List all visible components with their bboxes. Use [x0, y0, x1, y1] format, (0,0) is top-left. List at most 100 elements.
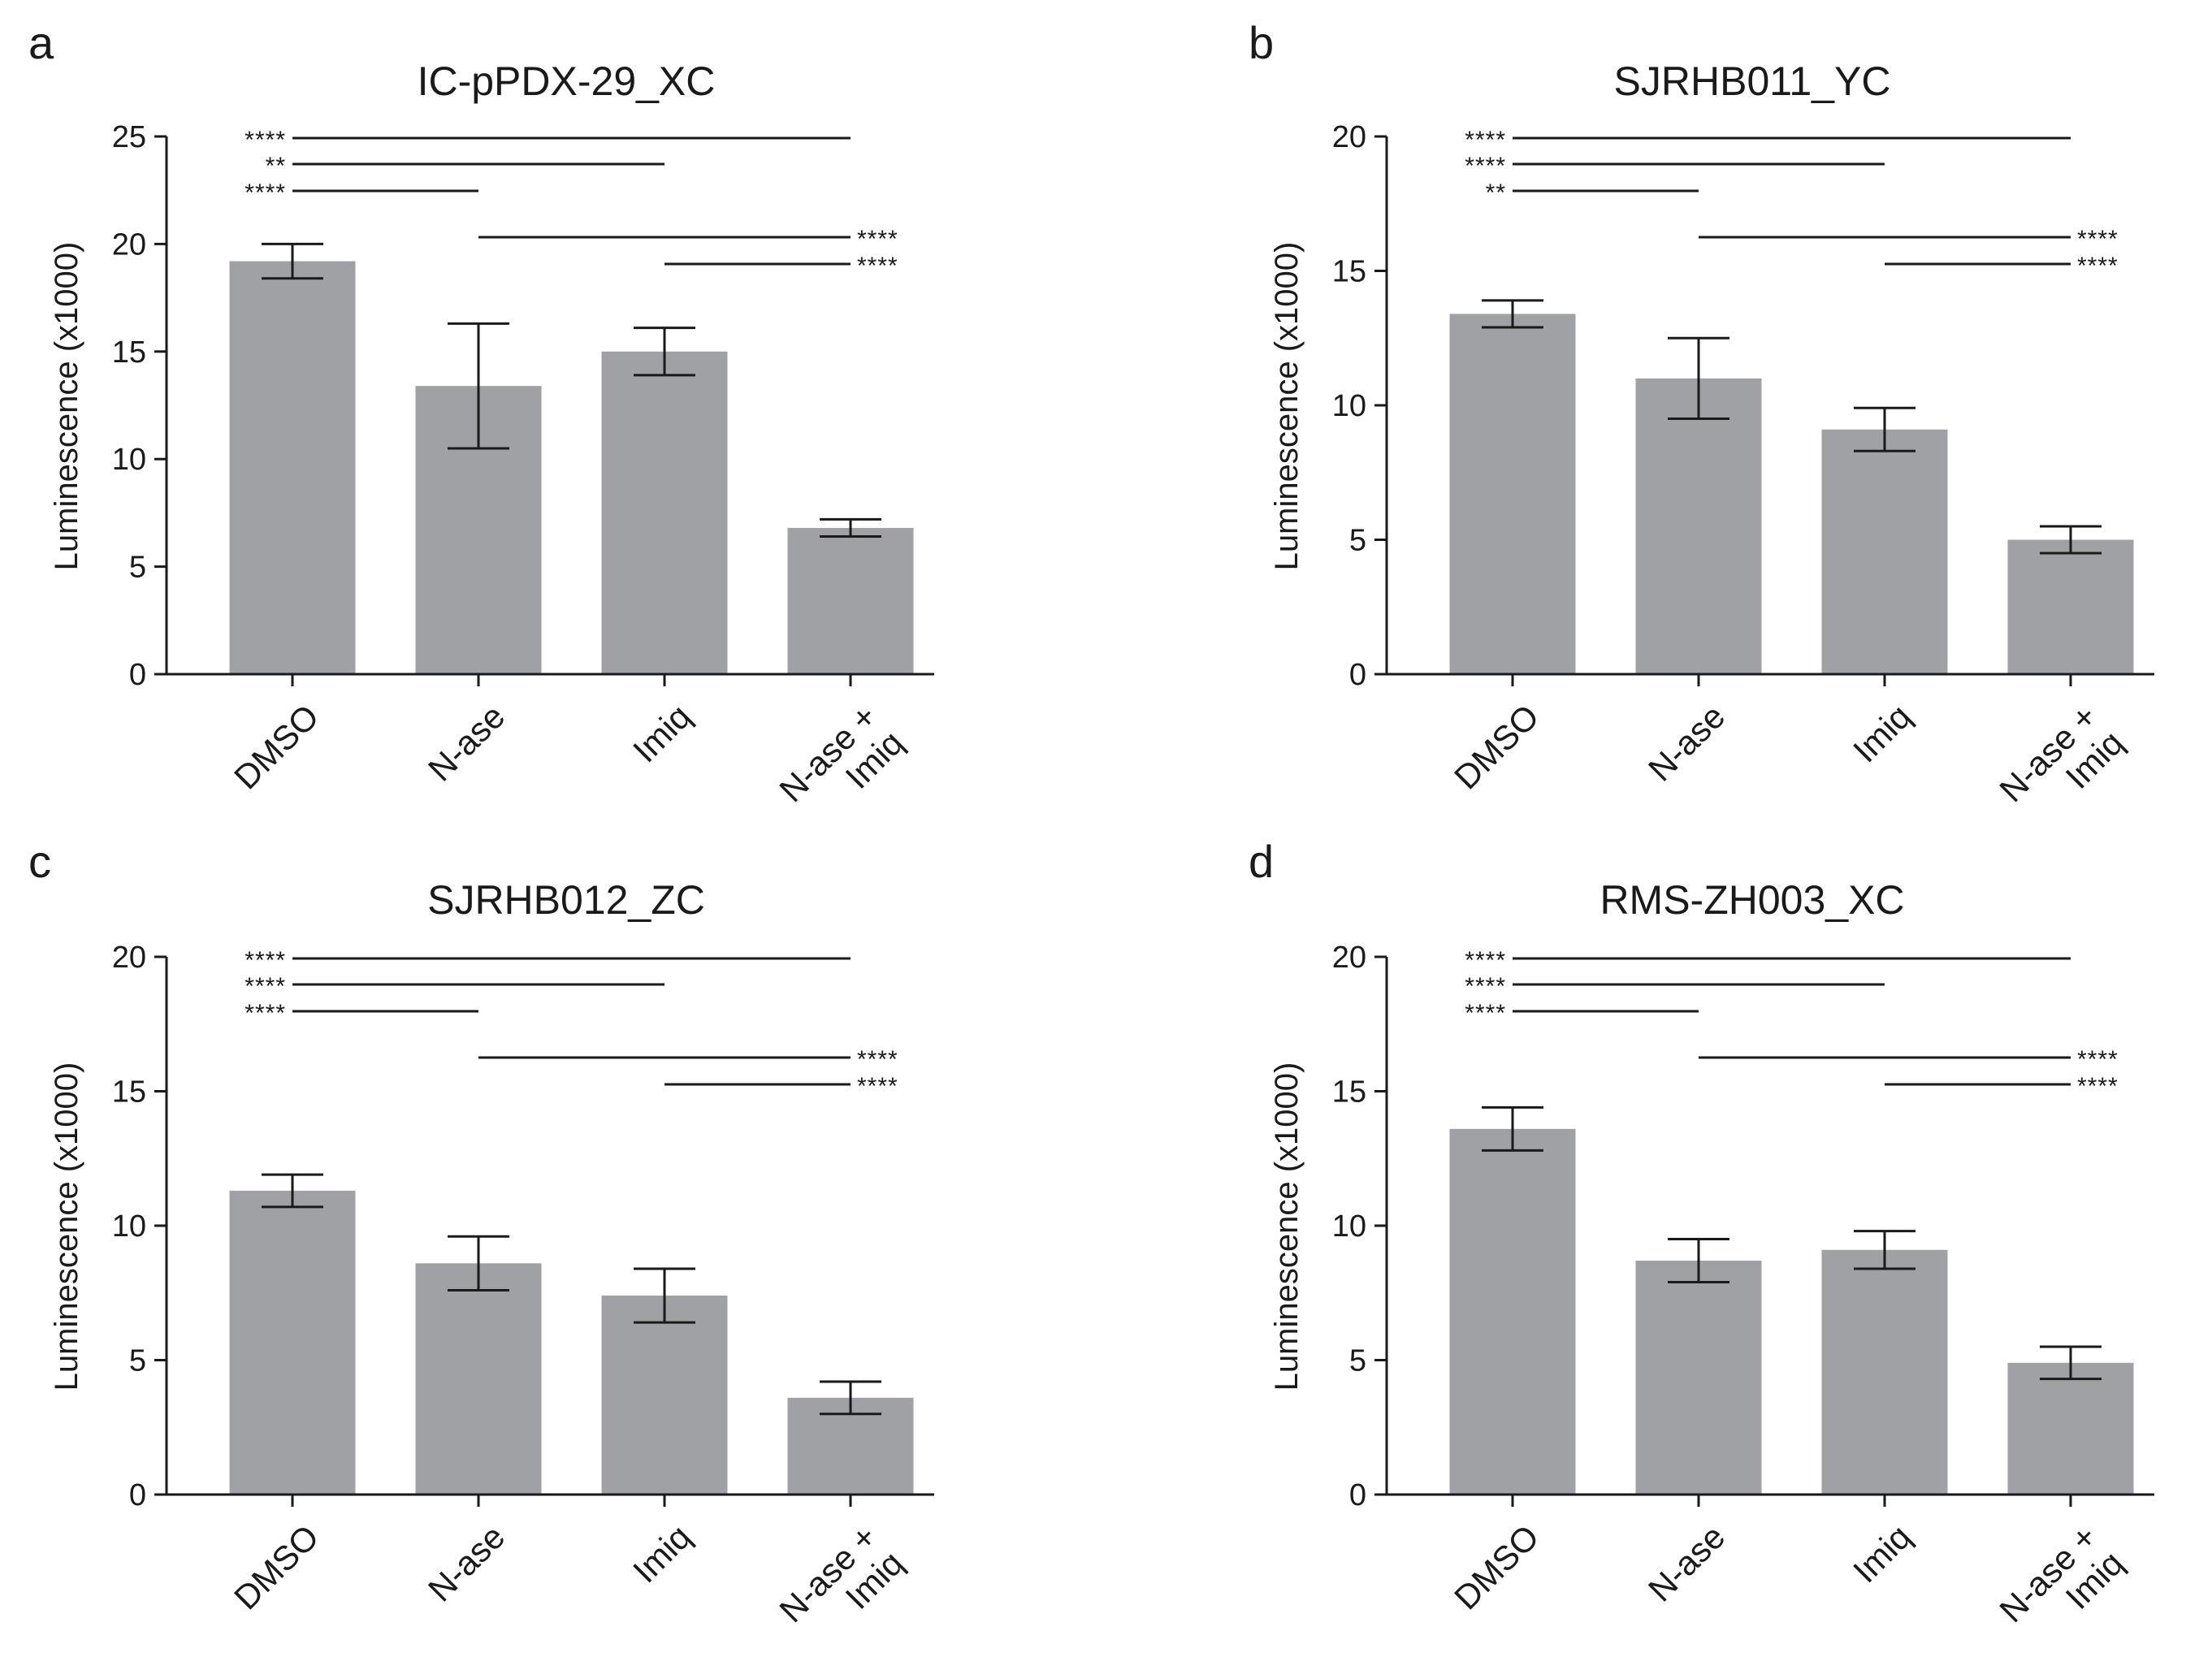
error-bar: [820, 517, 881, 539]
y-tick-label: 5: [129, 551, 146, 585]
significance-label: ****: [245, 1000, 286, 1027]
bar: [2007, 539, 2134, 674]
x-tick-label: DMSO: [1447, 1517, 1546, 1616]
x-tick-label: N-ase +Imiq: [772, 697, 911, 809]
x-tick-label: N-ase: [1641, 697, 1732, 788]
x-tick-label-line: DMSO: [227, 1517, 326, 1616]
bar: [1635, 1261, 1762, 1495]
y-tick-label: 25: [112, 120, 146, 154]
error-bar: [448, 322, 509, 450]
error-bar: [448, 1235, 509, 1291]
x-tick-label: DMSO: [227, 1517, 326, 1616]
error-bar: [2040, 1345, 2102, 1381]
y-tick-label: 15: [112, 335, 146, 370]
significance-label: ****: [2077, 1046, 2119, 1073]
panel-a: a IC-pPDX-29_XC Luminescence (x1000) 0 5 1…: [28, 17, 934, 809]
significance-label: ****: [2077, 253, 2119, 279]
x-tick-label: N-ase: [421, 1517, 512, 1608]
significance-label: ****: [1465, 1000, 1506, 1027]
y-tick-label: 0: [1349, 1478, 1366, 1512]
y-tick-label: 0: [129, 1478, 146, 1512]
x-tick-label: DMSO: [227, 697, 326, 796]
significance-label: ****: [245, 973, 286, 1000]
significance-label: ****: [857, 226, 898, 253]
y-axis-label: Luminescence (x1000): [1269, 242, 1305, 571]
x-tick-label: N-ase +Imiq: [1992, 697, 2131, 809]
y-tick-label: 20: [1332, 120, 1366, 154]
panel-letter: c: [28, 836, 51, 887]
x-tick-label-line: DMSO: [1447, 1517, 1546, 1616]
x-tick-label: Imiq: [626, 697, 698, 769]
x-tick-label: Imiq: [1846, 697, 1918, 769]
x-tick-label-line: DMSO: [1447, 697, 1546, 796]
error-bar: [1668, 336, 1729, 421]
significance-label: ****: [245, 180, 286, 206]
bar: [229, 1190, 356, 1495]
chart-title: RMS-ZH003_XC: [1599, 877, 1904, 923]
panel-letter: d: [1249, 836, 1274, 887]
y-tick-label: 10: [1332, 389, 1366, 423]
significance-label: **: [1486, 180, 1506, 206]
significance-label: ****: [857, 1073, 898, 1100]
x-tick-label: N-ase +Imiq: [772, 1517, 911, 1629]
error-bar: [1668, 1238, 1729, 1284]
error-bar: [262, 242, 323, 280]
significance-label: ****: [857, 253, 898, 279]
chart-title: SJRHB011_YC: [1614, 58, 1891, 104]
bar: [2007, 1362, 2134, 1495]
panel-c: c SJRHB012_ZC Luminescence (x1000) 0 5 10 1…: [28, 836, 934, 1629]
significance-label: ****: [245, 947, 286, 974]
y-tick-label: 0: [1349, 658, 1366, 692]
bar: [1449, 1128, 1576, 1495]
bar: [601, 1296, 728, 1495]
error-bar: [2040, 525, 2102, 555]
x-tick-label: DMSO: [1447, 697, 1546, 796]
chart-title: SJRHB012_ZC: [427, 877, 705, 923]
panel-letter: b: [1249, 17, 1274, 68]
significance-label: ****: [1465, 127, 1506, 154]
error-bar: [820, 1380, 881, 1416]
y-axis-label: Luminescence (x1000): [49, 242, 84, 571]
significance-label: ****: [2077, 1073, 2119, 1100]
x-tick-label-line: Imiq: [1846, 1517, 1918, 1590]
x-tick-label-line: N-ase: [1641, 1517, 1732, 1608]
y-tick-label: 15: [112, 1075, 146, 1110]
x-tick-label-line: N-ase: [421, 697, 512, 788]
bar: [415, 1263, 542, 1495]
x-tick-label-line: Imiq: [626, 1517, 698, 1590]
error-bar: [1482, 1105, 1543, 1152]
error-bar: [262, 1173, 323, 1209]
bar: [1821, 1249, 1948, 1495]
bar: [601, 351, 728, 674]
x-tick-label: Imiq: [1846, 1517, 1918, 1590]
significance-label: ****: [1465, 973, 1506, 1000]
x-tick-label: Imiq: [626, 1517, 698, 1590]
error-bar: [1482, 299, 1543, 329]
y-tick-label: 20: [112, 227, 146, 262]
x-tick-label: N-ase: [1641, 1517, 1732, 1608]
x-tick-label-line: Imiq: [1846, 697, 1918, 769]
error-bar: [634, 1267, 695, 1324]
bar: [1821, 429, 1948, 674]
bar: [1449, 314, 1576, 674]
y-tick-label: 5: [1349, 524, 1366, 558]
significance-label: ****: [245, 127, 286, 154]
error-bar: [1854, 406, 1915, 452]
significance-label: ****: [857, 1046, 898, 1073]
bar: [229, 261, 356, 674]
y-tick-label: 10: [112, 1209, 146, 1244]
significance-label: ****: [1465, 947, 1506, 974]
y-tick-label: 5: [1349, 1344, 1366, 1378]
x-tick-label-line: DMSO: [227, 697, 326, 796]
panel-letter: a: [28, 17, 54, 68]
y-tick-label: 5: [129, 1344, 146, 1378]
y-tick-label: 20: [1332, 941, 1366, 975]
x-tick-label: N-ase +Imiq: [1992, 1517, 2131, 1629]
y-axis-label: Luminescence (x1000): [49, 1062, 84, 1391]
x-tick-label-line: N-ase: [1641, 697, 1732, 788]
